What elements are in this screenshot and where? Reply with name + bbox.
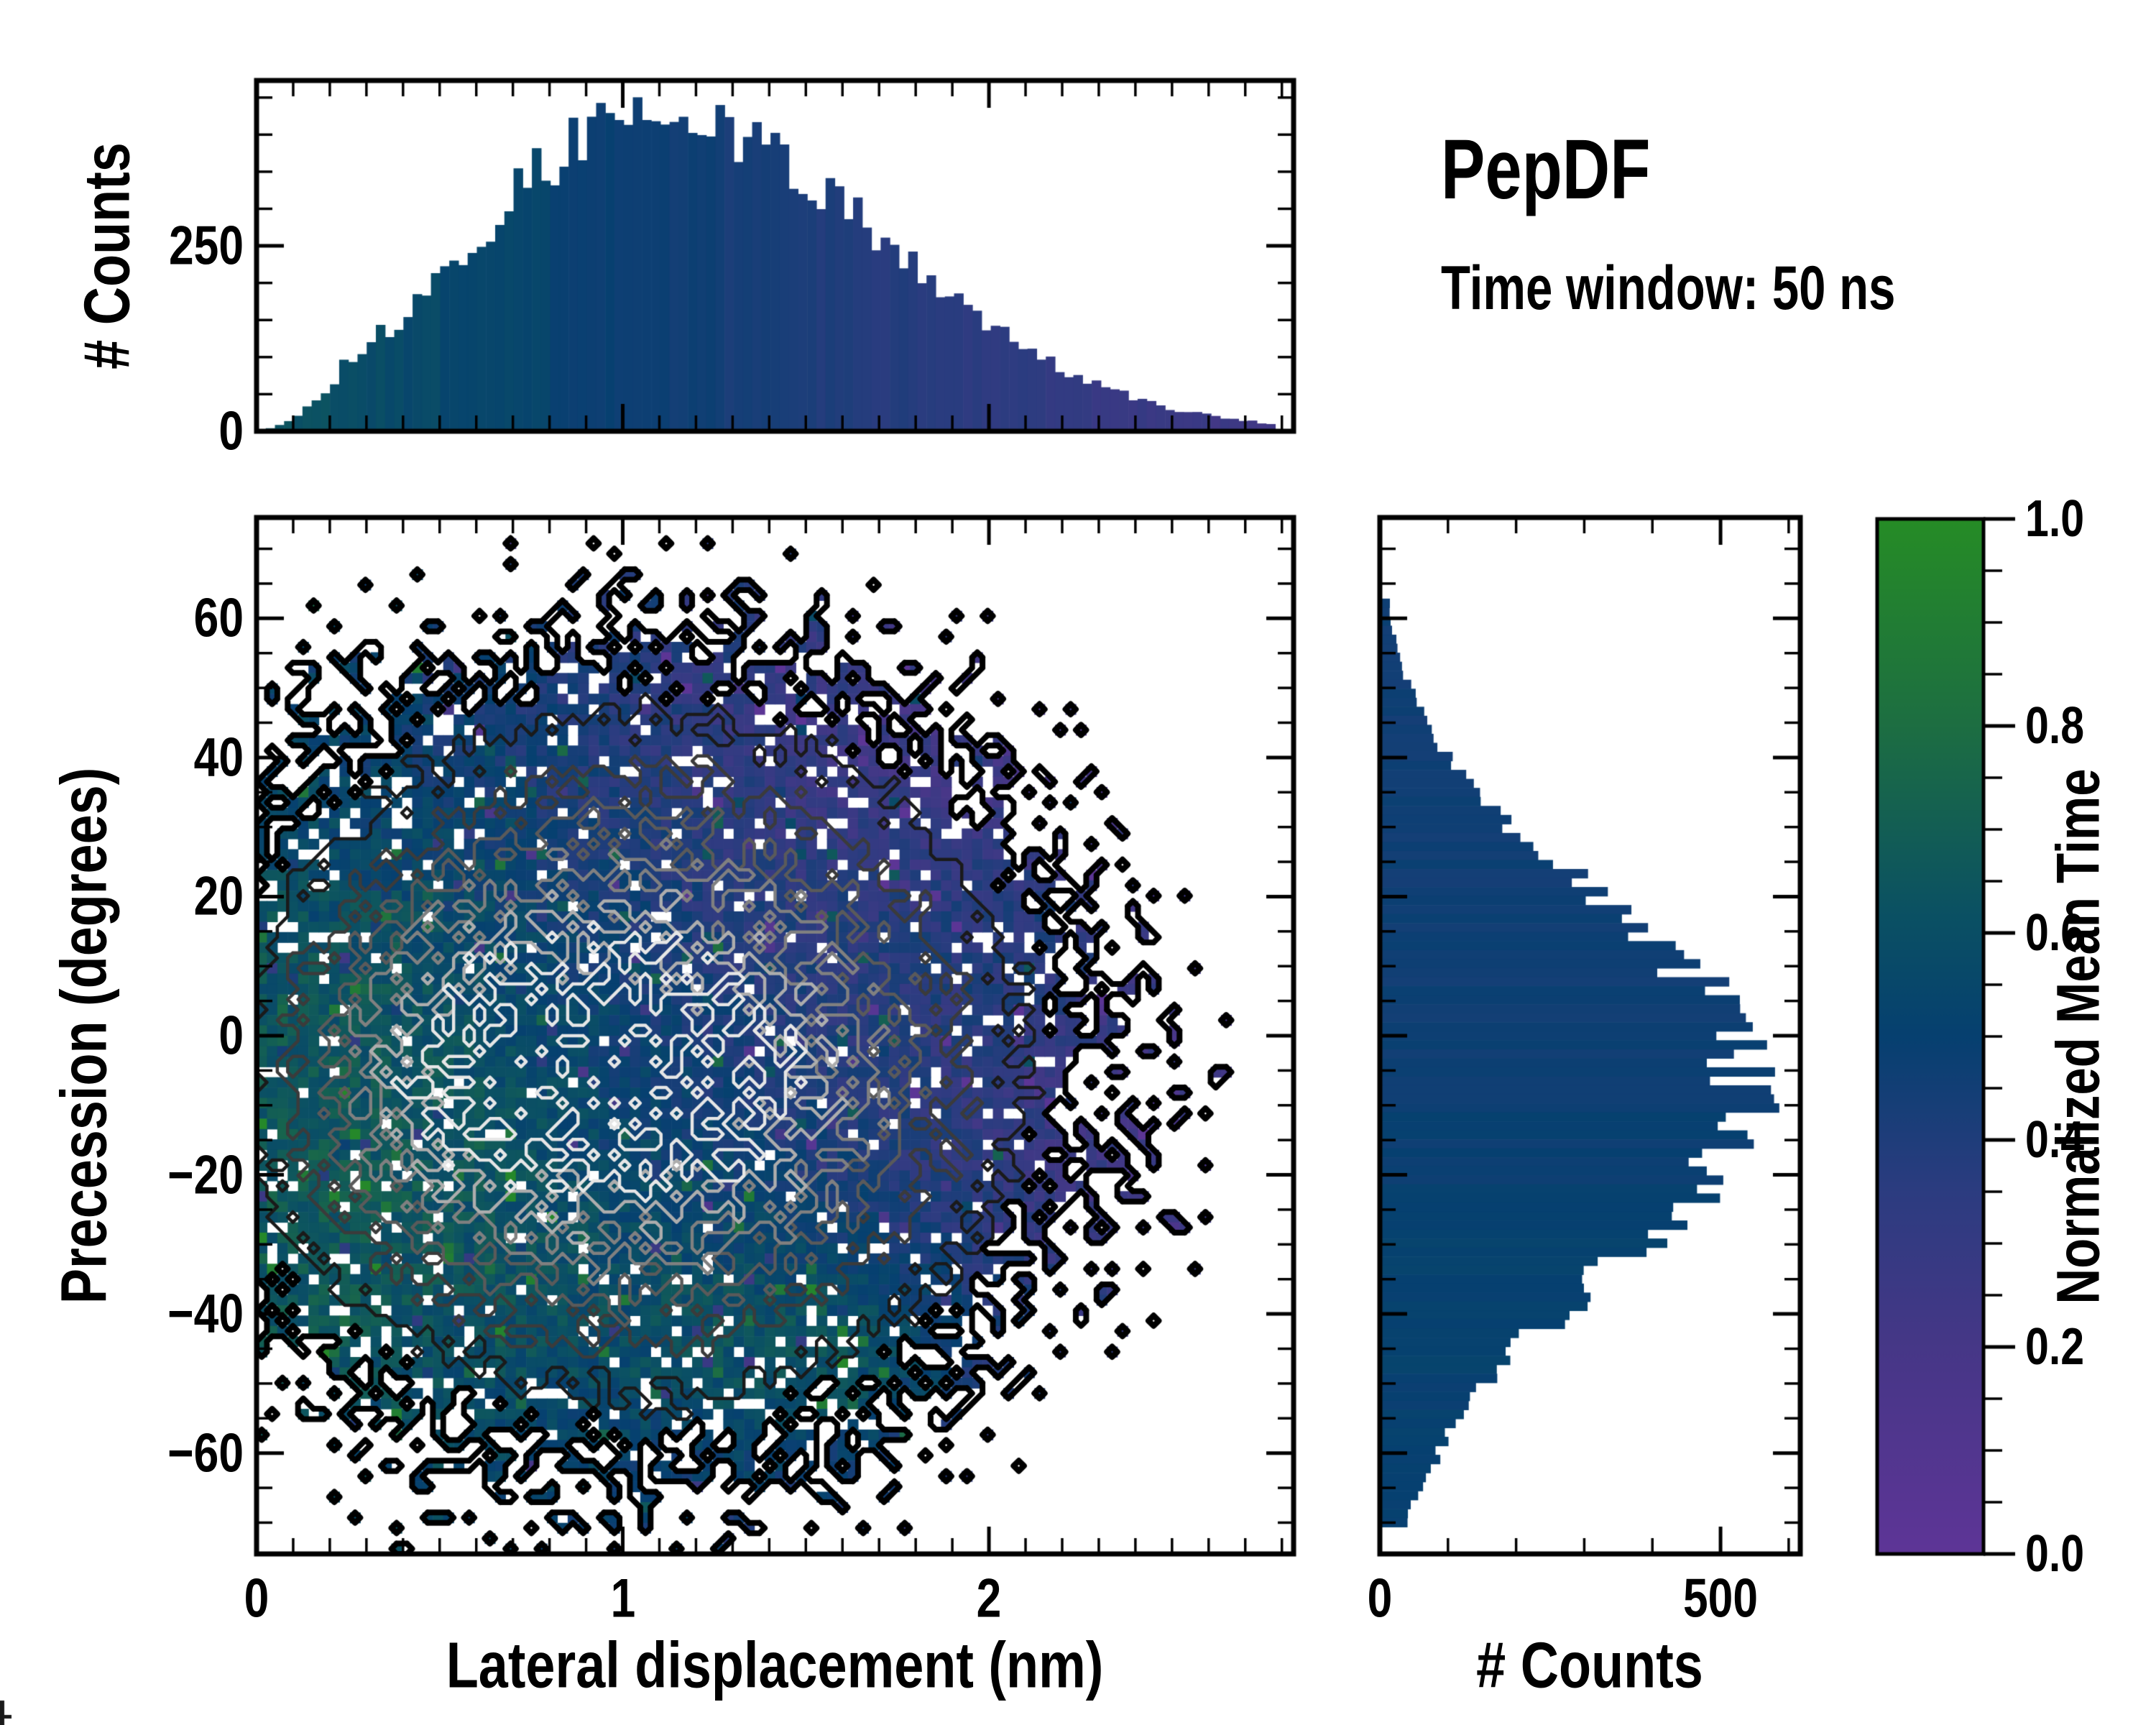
tick-label: 0 <box>218 400 244 462</box>
tick-label: −60 <box>167 1422 244 1484</box>
figure-title: PepDF <box>1441 122 1651 217</box>
figure-subtitle: Time window: 50 ns <box>1441 254 1896 323</box>
top-hist-ylabel: # Counts <box>71 142 144 369</box>
tick-label: 0.4 <box>2025 1111 2085 1169</box>
tick-label: 0 <box>1367 1568 1393 1629</box>
tick-label: 250 <box>169 215 244 277</box>
main-xlabel: Lateral displacement (nm) <box>446 1629 1104 1702</box>
tick-label: 0 <box>218 1005 244 1067</box>
tick-label: 0.2 <box>2025 1318 2085 1376</box>
tick-label: −20 <box>167 1144 244 1206</box>
right-hist-xlabel: # Counts <box>1476 1629 1703 1702</box>
tick-label: 0.6 <box>2025 904 2085 962</box>
tick-label: 1.0 <box>2025 490 2085 548</box>
tick-label: 40 <box>193 727 244 788</box>
tick-label: 0.8 <box>2025 697 2085 755</box>
tick-label: 20 <box>193 865 244 927</box>
tick-label: 60 <box>193 587 244 649</box>
main-ylabel: Precession (degrees) <box>48 767 121 1305</box>
tick-label: 0 <box>244 1568 270 1629</box>
colorbar-label: Normalized Mean Time <box>2044 768 2112 1305</box>
tick-label: 0.0 <box>2025 1525 2085 1583</box>
tick-label: −40 <box>167 1283 244 1345</box>
tick-label: 2 <box>976 1568 1002 1629</box>
tick-label: 1 <box>610 1568 635 1629</box>
tick-label: 500 <box>1683 1568 1759 1629</box>
